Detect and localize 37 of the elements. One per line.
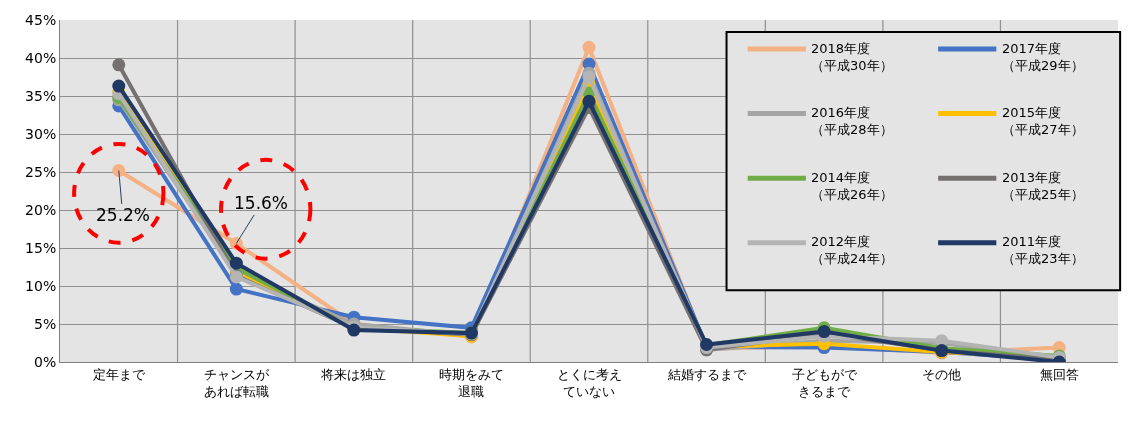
- annotation: 15.6%: [234, 193, 289, 213]
- x-tick-label: 時期をみて退職: [438, 366, 504, 399]
- x-tick-label: 無回答: [1039, 366, 1079, 382]
- point: [112, 79, 126, 93]
- legend-label: 2017年度（平成29年）: [1002, 41, 1084, 73]
- x-tick-label: 定年まで: [92, 366, 146, 382]
- y-tick-label: 0%: [33, 353, 57, 370]
- legend-label: 2012年度（平成24年）: [811, 234, 893, 266]
- y-tick-label: 30%: [25, 125, 57, 142]
- y-tick-label: 25%: [25, 163, 57, 180]
- point: [112, 163, 126, 177]
- legend-label: 2014年度（平成26年）: [811, 170, 893, 202]
- legend-label: 2011年度（平成23年）: [1002, 234, 1084, 266]
- point: [112, 58, 126, 72]
- x-tick-label: その他: [922, 366, 962, 382]
- x-tick-label: 将来は独立: [320, 366, 387, 382]
- x-tick-label: チャンスがあれば転職: [203, 366, 270, 399]
- legend-label: 2016年度（平成28年）: [811, 105, 893, 137]
- point: [582, 70, 596, 84]
- x-tick-label: 結婚するまで: [666, 366, 747, 382]
- x-tick-label: 子どもができるまで: [791, 366, 858, 399]
- y-tick-label: 5%: [33, 315, 57, 332]
- point: [582, 94, 596, 108]
- y-tick-label: 45%: [25, 11, 57, 28]
- y-tick-label: 20%: [25, 201, 57, 218]
- y-tick-label: 10%: [25, 277, 57, 294]
- y-tick-label: 15%: [25, 239, 57, 256]
- y-tick-label: 35%: [25, 87, 57, 104]
- point: [229, 282, 243, 296]
- point: [229, 256, 243, 270]
- point: [582, 40, 596, 54]
- legend-label: 2018年度（平成30年）: [811, 41, 893, 73]
- legend-label: 2013年度（平成25年）: [1002, 170, 1084, 202]
- annotation: 25.2%: [96, 205, 151, 225]
- y-tick-label: 40%: [25, 49, 57, 66]
- legend-label: 2015年度（平成27年）: [1002, 105, 1084, 137]
- x-tick-label: とくに考えていない: [556, 366, 622, 399]
